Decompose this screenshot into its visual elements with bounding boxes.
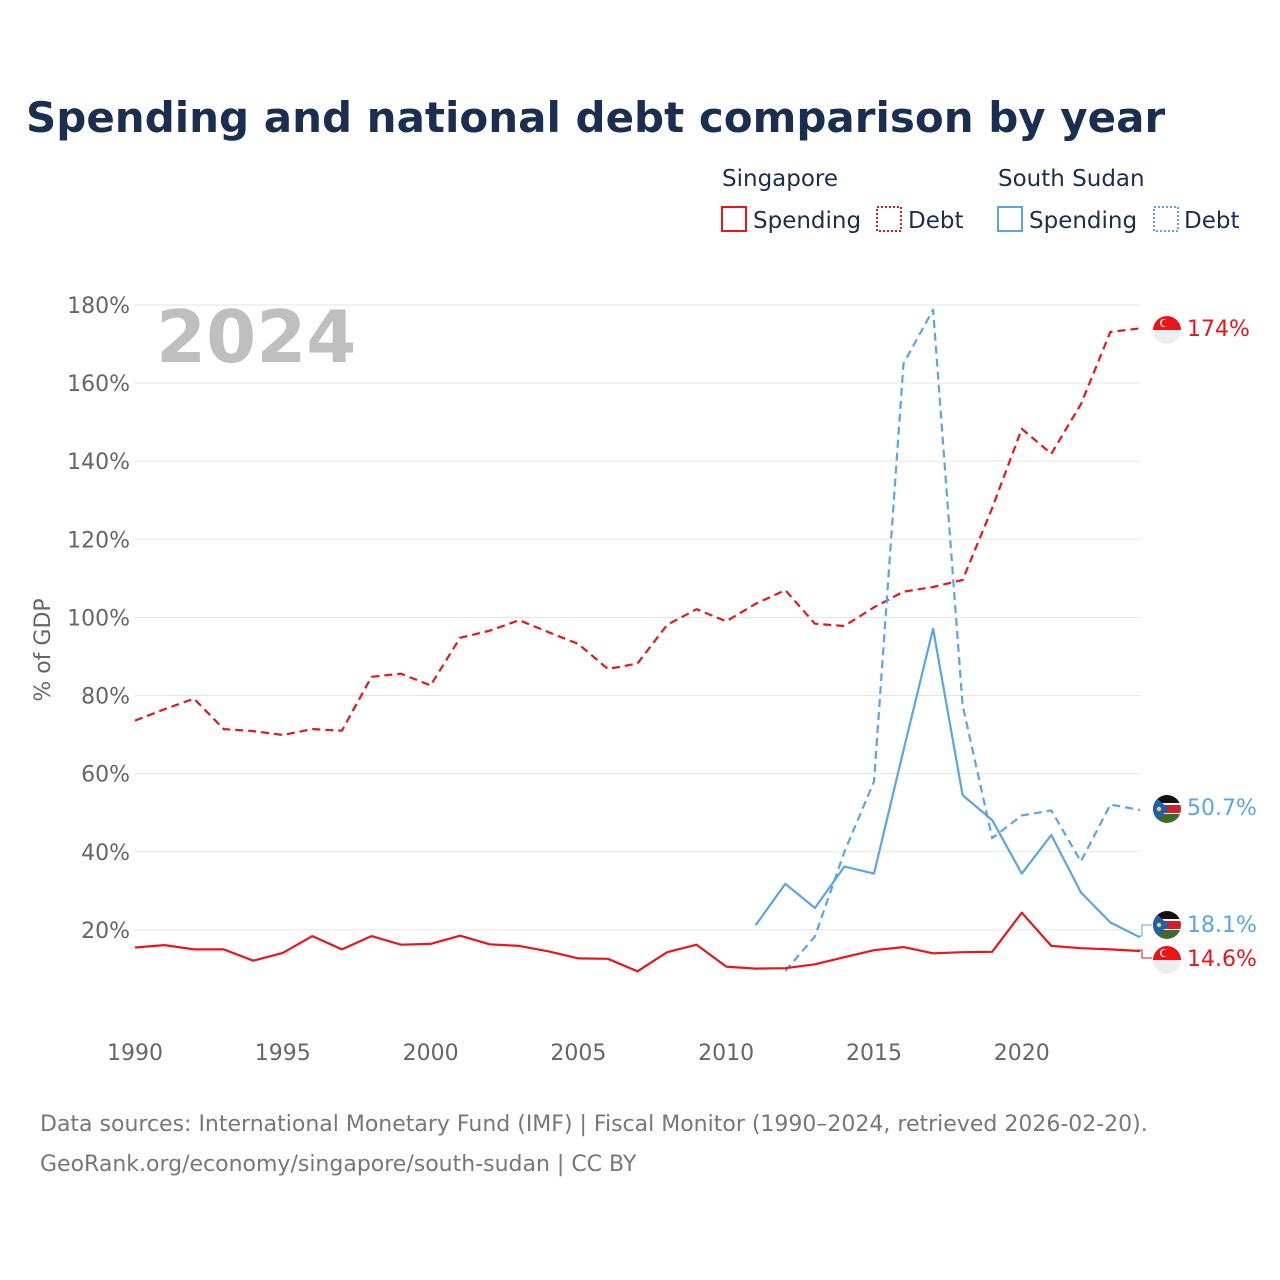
x-tick-label: 1995 bbox=[255, 1041, 311, 1066]
label-connectors bbox=[1138, 924, 1152, 959]
flag-singapore-debt bbox=[1153, 316, 1181, 344]
legend-swatch-sg-spending bbox=[721, 206, 747, 232]
legend-label-ss-spending: Spending bbox=[1029, 208, 1137, 234]
year-watermark: 2024 bbox=[156, 295, 356, 379]
connector-sg-spending bbox=[1138, 949, 1152, 959]
source-line-1: Data sources: International Monetary Fun… bbox=[40, 1112, 1148, 1137]
legend-swatch-ss-debt bbox=[1153, 206, 1179, 232]
end-label-sg-debt: 174% bbox=[1187, 317, 1250, 342]
connector-ss-spending bbox=[1138, 924, 1152, 937]
legend-label-sg-debt: Debt bbox=[908, 208, 963, 234]
x-axis-ticks: 1990 1995 2000 2005 2010 2015 2020 bbox=[107, 1041, 1050, 1066]
end-label-ss-debt: 50.7% bbox=[1187, 796, 1257, 821]
flag-singapore-spending bbox=[1153, 946, 1181, 974]
legend-group-south-sudan: South Sudan bbox=[998, 166, 1145, 192]
legend-label-ss-debt: Debt bbox=[1184, 208, 1239, 234]
x-tick-label: 2020 bbox=[994, 1041, 1050, 1066]
y-tick-label: 100% bbox=[67, 606, 130, 631]
legend-label-sg-spending: Spending bbox=[753, 208, 861, 234]
y-tick-label: 80% bbox=[81, 685, 130, 710]
x-tick-label: 2000 bbox=[403, 1041, 459, 1066]
x-tick-label: 2010 bbox=[698, 1041, 754, 1066]
y-tick-label: 20% bbox=[81, 919, 130, 944]
y-tick-label: 140% bbox=[67, 450, 130, 475]
legend-swatch-sg-debt bbox=[876, 206, 902, 232]
y-tick-label: 160% bbox=[67, 372, 130, 397]
series-lines bbox=[134, 308, 1141, 973]
legend: Singapore South Sudan Spending Debt Spen… bbox=[721, 166, 1239, 234]
x-tick-label: 2005 bbox=[550, 1041, 606, 1066]
y-axis-label: % of GDP bbox=[31, 598, 56, 701]
series-line-sg-spending bbox=[134, 911, 1141, 973]
legend-group-singapore: Singapore bbox=[722, 166, 838, 192]
y-tick-label: 60% bbox=[81, 763, 130, 788]
x-tick-label: 1990 bbox=[107, 1041, 163, 1066]
y-tick-label: 40% bbox=[81, 841, 130, 866]
end-label-sg-spending: 14.6% bbox=[1187, 947, 1257, 972]
x-tick-label: 2015 bbox=[846, 1041, 902, 1066]
gridlines bbox=[135, 304, 1140, 931]
y-axis-ticks: 20% 40% 60% 80% 100% 120% 140% 160% 180% bbox=[67, 294, 130, 944]
series-line-ss-spending bbox=[754, 627, 1141, 939]
legend-swatch-ss-spending bbox=[997, 206, 1023, 232]
flag-south-sudan-spending bbox=[1153, 911, 1181, 939]
series-line-ss-debt bbox=[784, 308, 1141, 972]
y-tick-label: 180% bbox=[67, 294, 130, 319]
source-line-2: GeoRank.org/economy/singapore/south-suda… bbox=[40, 1152, 637, 1177]
chart-title: Spending and national debt comparison by… bbox=[26, 93, 1165, 142]
end-label-ss-spending: 18.1% bbox=[1187, 913, 1257, 938]
y-tick-label: 120% bbox=[67, 528, 130, 553]
series-line-sg-debt bbox=[134, 327, 1141, 737]
flag-south-sudan-debt bbox=[1153, 795, 1181, 823]
